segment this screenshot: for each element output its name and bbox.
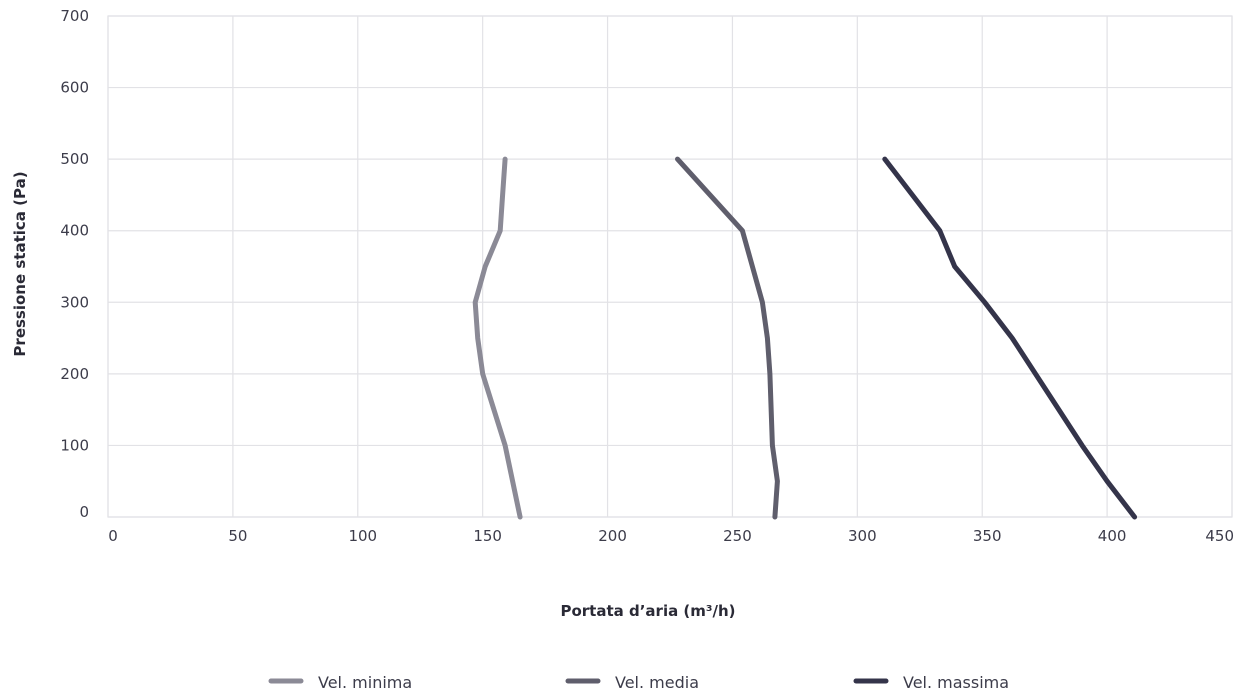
grid [107,15,1233,518]
legend-item[interactable]: Vel. massima [853,673,1009,692]
x-tick-label: 50 [228,527,247,545]
y-tick-label: 700 [60,7,89,25]
legend[interactable]: Vel. minima Vel. media Vel. massima [268,673,1009,692]
y-tick-label: 300 [60,293,89,311]
x-tick-label: 400 [1098,527,1127,545]
y-axis-ticks: 0 100 200 300 400 500 600 700 [60,7,89,521]
y-tick-label: 0 [79,503,89,521]
x-tick-label: 0 [108,527,118,545]
series-line-1 [472,156,523,520]
legend-label: Vel. minima [318,673,412,692]
y-tick-label: 400 [60,222,89,240]
x-tick-label: 150 [473,527,502,545]
x-tick-label: 450 [1205,527,1234,545]
y-tick-label: 600 [60,79,89,97]
x-tick-label: 200 [598,527,627,545]
x-tick-label: 350 [973,527,1002,545]
legend-label: Vel. media [615,673,699,692]
plot-frame [107,15,1233,518]
y-tick-label: 500 [60,150,89,168]
legend-label: Vel. massima [903,673,1009,692]
series-line-3 [882,156,1138,520]
y-axis-title: Pressione statica (Pa) [11,171,29,356]
x-axis-ticks: 0 50 100 150 200 250 300 350 400 450 [108,527,1234,545]
series-line-2 [675,156,780,520]
legend-item[interactable]: Vel. minima [268,673,412,692]
y-tick-label: 200 [60,365,89,383]
x-tick-label: 100 [348,527,377,545]
series-lines [472,156,1138,520]
legend-item[interactable]: Vel. media [565,673,699,692]
x-tick-label: 300 [848,527,877,545]
x-axis-title: Portata d’aria (m³/h) [560,602,735,620]
x-tick-label: 250 [723,527,752,545]
y-tick-label: 100 [60,436,89,454]
